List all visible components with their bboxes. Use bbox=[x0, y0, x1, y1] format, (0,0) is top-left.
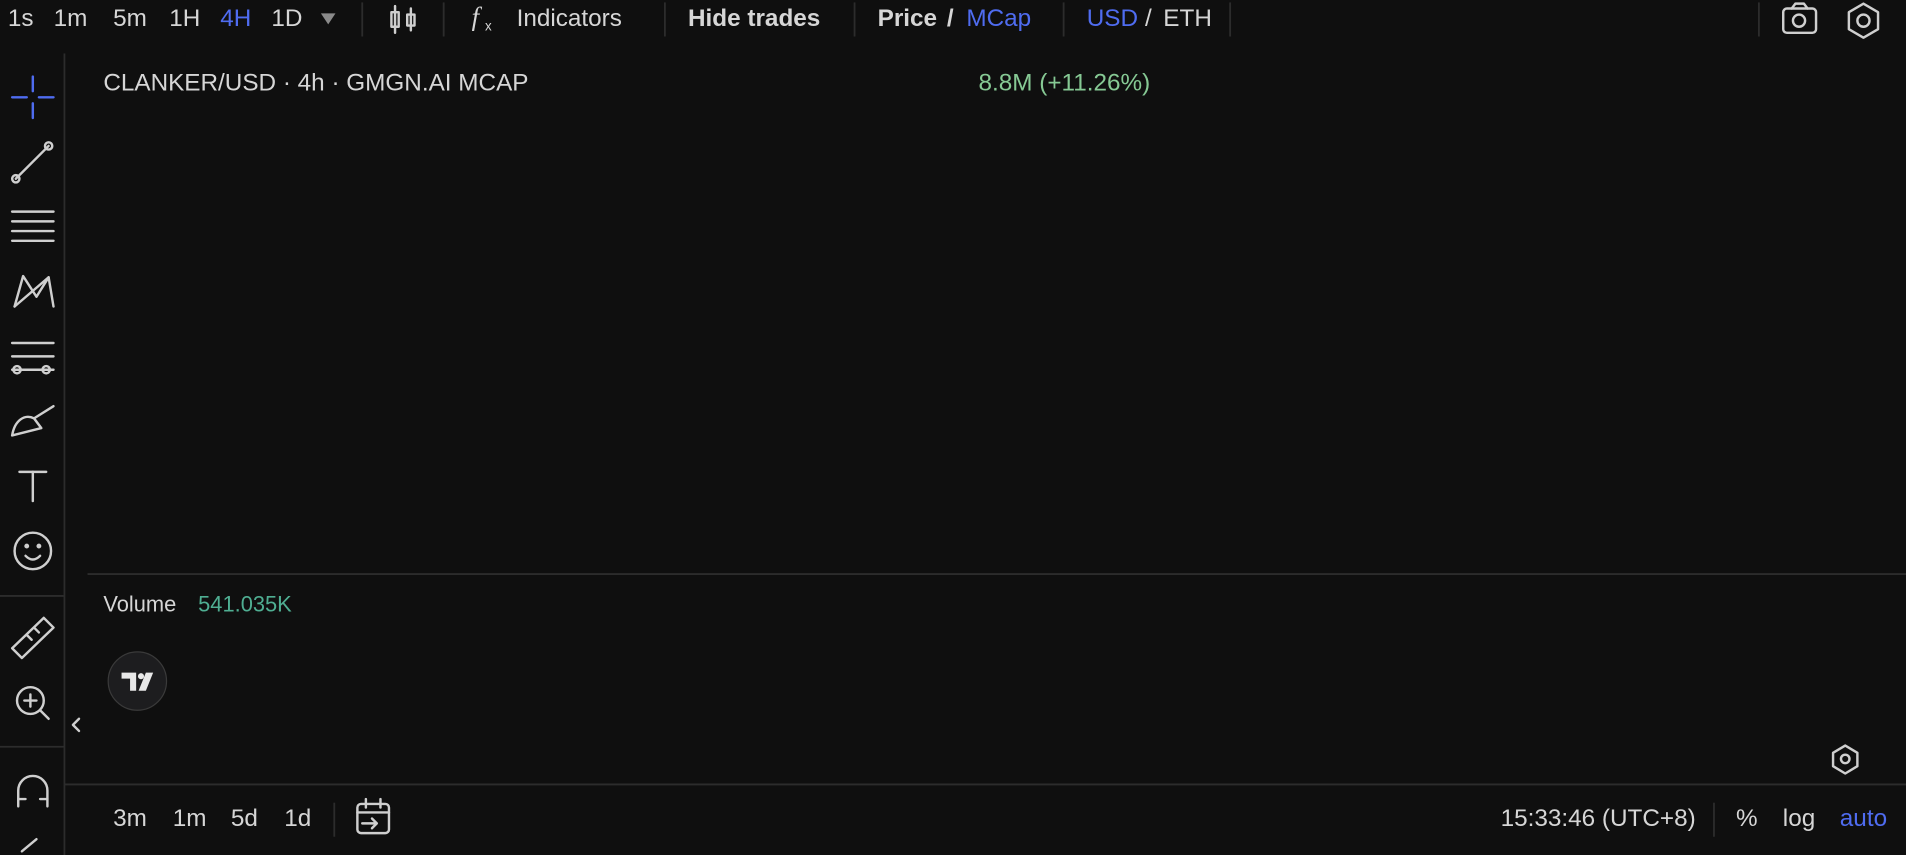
indicators-icon[interactable]: f bbox=[472, 2, 483, 32]
left-toolbar bbox=[0, 75, 65, 853]
separator: / bbox=[1145, 5, 1152, 32]
range-button[interactable]: 1d bbox=[284, 805, 311, 832]
settings-button[interactable] bbox=[1847, 2, 1880, 39]
eth-toggle[interactable]: ETH bbox=[1163, 5, 1212, 32]
hide-trades-button[interactable]: Hide trades bbox=[688, 5, 820, 32]
collapse-toggle[interactable] bbox=[71, 717, 81, 733]
more-tools[interactable] bbox=[20, 837, 38, 853]
axis-settings[interactable] bbox=[1831, 744, 1859, 775]
usd-toggle[interactable]: USD bbox=[1087, 5, 1138, 32]
log-toggle[interactable]: log bbox=[1783, 805, 1815, 832]
interval[interactable]: 5m bbox=[113, 5, 147, 32]
indicators-icon[interactable]: x bbox=[485, 18, 492, 33]
separator: / bbox=[947, 5, 954, 32]
text-tool[interactable] bbox=[18, 470, 48, 503]
crosshair-tool[interactable] bbox=[10, 75, 55, 120]
interval[interactable]: 1m bbox=[54, 5, 88, 32]
emoji-tool[interactable] bbox=[13, 531, 53, 571]
interval[interactable]: 1s bbox=[8, 5, 34, 32]
range-button[interactable]: 3m bbox=[113, 805, 147, 832]
interval[interactable]: 1D bbox=[271, 5, 302, 32]
interval-dropdown[interactable] bbox=[320, 13, 336, 25]
interval[interactable]: 1H bbox=[169, 5, 200, 32]
prediction-tool[interactable] bbox=[10, 341, 55, 375]
magnet-tool[interactable] bbox=[17, 774, 49, 808]
price-toggle[interactable]: Price bbox=[878, 5, 937, 32]
indicators-button[interactable]: Indicators bbox=[517, 5, 622, 32]
fib-tool[interactable] bbox=[10, 210, 55, 243]
clock: 15:33:46 (UTC+8) bbox=[1501, 805, 1696, 832]
tradingview-logo[interactable] bbox=[107, 651, 168, 711]
auto-toggle[interactable]: auto bbox=[1840, 805, 1887, 832]
range-button[interactable]: 5d bbox=[231, 805, 258, 832]
interval-active[interactable]: 4H bbox=[220, 5, 251, 32]
mcap-toggle[interactable]: MCap bbox=[966, 5, 1031, 32]
range-button[interactable]: 1m bbox=[173, 805, 207, 832]
chart-type-button[interactable] bbox=[390, 4, 416, 35]
brush-tool[interactable] bbox=[10, 405, 55, 437]
trendline-tool[interactable] bbox=[10, 141, 54, 184]
volume-title: Volume bbox=[103, 591, 176, 616]
zoom-tool[interactable] bbox=[15, 685, 50, 720]
chart-title: CLANKER/USD · 4h · GMGN.AI MCAP bbox=[103, 69, 528, 96]
change-label: 8.8M (+11.26%) bbox=[979, 69, 1151, 96]
volume-legend-value: 541.035K bbox=[198, 591, 292, 616]
pattern-tool[interactable] bbox=[13, 274, 55, 308]
ruler-tool[interactable] bbox=[10, 616, 55, 660]
top-toolbar: 1s 1m 5m 1H 4H 1D f x Indicators Hide tr… bbox=[8, 2, 1880, 39]
percent-toggle[interactable]: % bbox=[1736, 805, 1758, 832]
date-range-button[interactable] bbox=[356, 797, 391, 835]
screenshot-button[interactable] bbox=[1782, 2, 1818, 35]
